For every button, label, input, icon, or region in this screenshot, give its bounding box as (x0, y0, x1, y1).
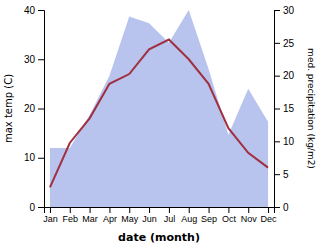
tick-label: May (121, 214, 139, 224)
tick: Jul (164, 207, 176, 224)
tick: 25 (274, 38, 295, 49)
tick-label: 20 (24, 103, 36, 114)
tick: Mar (82, 207, 98, 224)
tick: Feb (63, 207, 79, 224)
tick-label: Jun (142, 214, 157, 224)
tick-mark (228, 207, 229, 213)
tick-mark (274, 76, 280, 77)
tick-label: Aug (181, 214, 197, 224)
tick-mark (268, 207, 269, 213)
tick-mark (129, 207, 130, 213)
plot: Jan FebMar Apr MayJun Jul Aug Sep Oct NovDec 0 10 2… (24, 5, 295, 225)
tick-mark (248, 207, 249, 213)
tick: 30 (24, 54, 44, 65)
tick-label: 10 (283, 136, 295, 147)
tick-label: Jan (43, 214, 58, 224)
tick-mark (50, 207, 51, 213)
tick: 30 (274, 5, 295, 16)
tick-mark (70, 207, 71, 213)
x-axis: Jan FebMar Apr MayJun Jul Aug Sep Oct NovDec (43, 207, 277, 224)
tick: Dec (261, 207, 278, 224)
tick-label: Jul (164, 214, 176, 224)
tick: Aug (181, 207, 197, 224)
tick-label: Feb (63, 214, 79, 224)
tick-mark (274, 174, 280, 175)
tick-mark (209, 207, 210, 213)
chart: Jan FebMar Apr MayJun Jul Aug Sep Oct NovDec 0 10 2… (0, 0, 318, 247)
tick: 15 (274, 103, 295, 114)
axis-line (275, 11, 281, 208)
tick: 20 (24, 103, 44, 114)
tick-label: 30 (24, 54, 36, 65)
tick: 5 (274, 169, 289, 180)
tick-label: 30 (283, 5, 295, 16)
tick-mark (38, 59, 44, 60)
tick-mark (109, 207, 110, 213)
tick: Nov (241, 207, 258, 224)
tick: Sep (201, 207, 217, 224)
axis-line (45, 208, 275, 214)
tick-label: 10 (24, 152, 36, 163)
tick-label: Sep (201, 214, 217, 224)
tick: May (121, 207, 139, 224)
tick-mark (38, 10, 44, 11)
tick: 10 (274, 136, 295, 147)
tick-label: Apr (103, 214, 117, 224)
tick-mark (169, 207, 170, 213)
y-axis-title: max temp (C) (3, 74, 14, 143)
marks (50, 10, 268, 207)
tick: Apr (103, 207, 117, 224)
tick: Oct (222, 207, 237, 224)
tick-label: Oct (222, 214, 237, 224)
tick-label: 20 (283, 70, 295, 81)
tick: 0 (29, 202, 44, 213)
tick: 10 (24, 152, 44, 163)
tick-label: 0 (283, 202, 289, 213)
tick: 20 (274, 70, 295, 81)
tick-mark (274, 109, 280, 110)
x-axis-title: date (month) (118, 231, 200, 244)
tick-label: 5 (283, 169, 289, 180)
tick-mark (274, 43, 280, 44)
y-axis: 0 10 20 30 40 (24, 5, 45, 213)
tick-mark (38, 109, 44, 110)
tick-mark (38, 207, 44, 208)
y2-axis: 0 5 10 15 20 25 30 (274, 5, 295, 213)
tick-mark (274, 10, 280, 11)
y2-axis-title: med. precipitation (kg/m2) (306, 48, 316, 169)
tick-label: 0 (29, 202, 35, 213)
tick-label: Mar (82, 214, 98, 224)
tick-label: 40 (24, 5, 36, 16)
line (50, 40, 268, 188)
tick: Jan (43, 207, 58, 224)
tick-label: Dec (261, 214, 278, 224)
tick-label: 15 (283, 103, 295, 114)
tick: 40 (24, 5, 44, 16)
tick-mark (149, 207, 150, 213)
tick-mark (274, 207, 280, 208)
area (50, 10, 268, 207)
tick-mark (189, 207, 190, 213)
tick-mark (274, 141, 280, 142)
axis-line (38, 11, 45, 208)
tick-label: Nov (241, 214, 258, 224)
tick-mark (90, 207, 91, 213)
tick-label: 25 (283, 38, 295, 49)
tick: 0 (274, 202, 289, 213)
tick-mark (38, 158, 44, 159)
tick: Jun (142, 207, 157, 224)
